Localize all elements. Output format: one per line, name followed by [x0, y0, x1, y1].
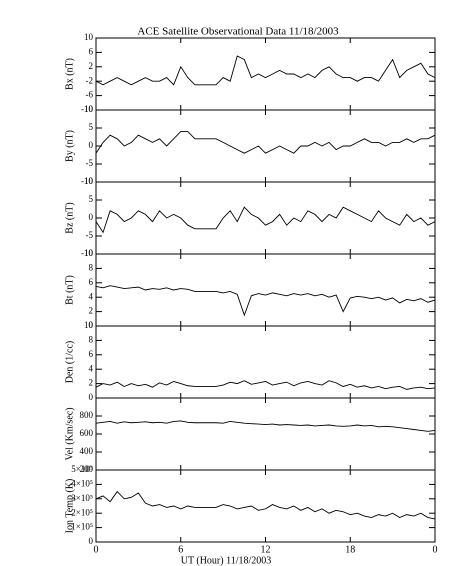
y-tick-label: 5×10⁵ — [71, 464, 93, 474]
y-tick-label: 0 — [89, 140, 94, 150]
panel-frame — [95, 325, 436, 399]
y-tick-label: 2 — [89, 61, 94, 71]
y-tick-label: 2 — [89, 378, 94, 388]
y-tick-label: 4×10⁵ — [71, 478, 93, 488]
y-tick-label: 10 — [84, 248, 94, 258]
y-tick-label: 400 — [80, 446, 94, 456]
y-axis-label: Bx (nT) — [64, 58, 75, 90]
y-axis-label: Den (1/cc) — [64, 341, 75, 383]
panel-frame — [95, 181, 436, 255]
y-axis-label: Bt (nT) — [64, 275, 75, 305]
data-line — [95, 55, 436, 86]
data-line — [95, 131, 436, 154]
y-tick-label: 10 — [84, 176, 94, 186]
y-tick-label: 0 — [89, 212, 94, 222]
y-tick-label: 6 — [89, 277, 94, 287]
y-axis-label: By (nT) — [64, 130, 75, 162]
chart-title: ACE Satellite Observational Data 11/18/2… — [137, 26, 339, 38]
y-tick-label: 10 — [84, 104, 94, 114]
data-line — [95, 490, 436, 520]
y-tick-label: -6 — [86, 90, 94, 100]
y-tick-label: -5 — [86, 230, 94, 240]
x-tick-label: 6 — [178, 544, 183, 555]
y-tick-label: 3×10⁵ — [71, 493, 93, 503]
x-tick-label: 18 — [345, 544, 355, 555]
y-tick-label: 10 — [84, 32, 94, 42]
y-tick-label: -5 — [86, 158, 94, 168]
y-axis-label: Vel (Km/sec) — [64, 407, 75, 460]
data-line — [95, 206, 436, 234]
y-tick-label: 8 — [89, 262, 94, 272]
y-tick-label: 6 — [89, 349, 94, 359]
x-tick-label: 0 — [433, 544, 438, 555]
x-tick-label: 12 — [261, 544, 271, 555]
panel-frame — [95, 469, 436, 543]
y-tick-label: 800 — [80, 410, 94, 420]
x-tick-label: 0 — [94, 544, 99, 555]
data-line — [95, 420, 436, 432]
panel-frame — [95, 397, 436, 471]
y-tick-label: 2 — [89, 306, 94, 316]
y-axis-label: Ion Temp (K) — [64, 479, 75, 534]
y-tick-label: 10 — [84, 320, 94, 330]
y-tick-label: 0 — [89, 320, 94, 330]
x-axis-label: UT (Hour) 11/18/2003 — [181, 555, 272, 566]
y-tick-label: 600 — [80, 428, 94, 438]
y-tick-label: 4 — [89, 291, 94, 301]
y-tick-label: 8 — [89, 334, 94, 344]
data-line — [95, 285, 436, 317]
y-tick-label: 200 — [80, 464, 94, 474]
y-tick-label: 1×10⁵ — [71, 522, 93, 532]
y-tick-label: -10 — [81, 176, 93, 186]
y-tick-label: 0 — [89, 536, 94, 546]
y-tick-label: -10 — [81, 248, 93, 258]
y-tick-label: 5 — [89, 194, 94, 204]
y-tick-label: 6 — [89, 46, 94, 56]
y-tick-label: -10 — [81, 104, 93, 114]
panel-frame — [95, 109, 436, 183]
y-tick-label: 2×10⁵ — [71, 507, 93, 517]
panel-frame — [95, 37, 436, 111]
y-tick-label: 4 — [89, 363, 94, 373]
y-tick-label: 5 — [89, 122, 94, 132]
y-axis-label: Bz (nT) — [64, 202, 75, 233]
y-tick-label: 0 — [89, 392, 94, 402]
y-tick-label: -2 — [86, 75, 94, 85]
data-line — [95, 380, 436, 390]
